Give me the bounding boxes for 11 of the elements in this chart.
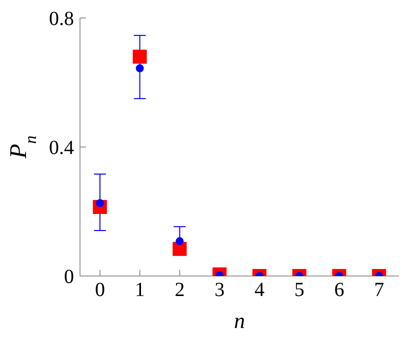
y-tick-label: 0.8	[49, 8, 74, 30]
x-tick-label: 5	[294, 279, 304, 302]
y-tick-label: 0.4	[49, 137, 74, 160]
x-tick-label: 4	[254, 279, 264, 302]
x-tick-label: 6	[334, 279, 344, 302]
x-tick-label: 7	[374, 279, 384, 302]
x-tick-label: 3	[214, 279, 225, 302]
x-axis-title: n	[234, 308, 245, 333]
x-tick-label: 1	[134, 279, 145, 302]
x-tick-label: 2	[174, 279, 185, 302]
x-tick-label: 0	[94, 279, 105, 302]
